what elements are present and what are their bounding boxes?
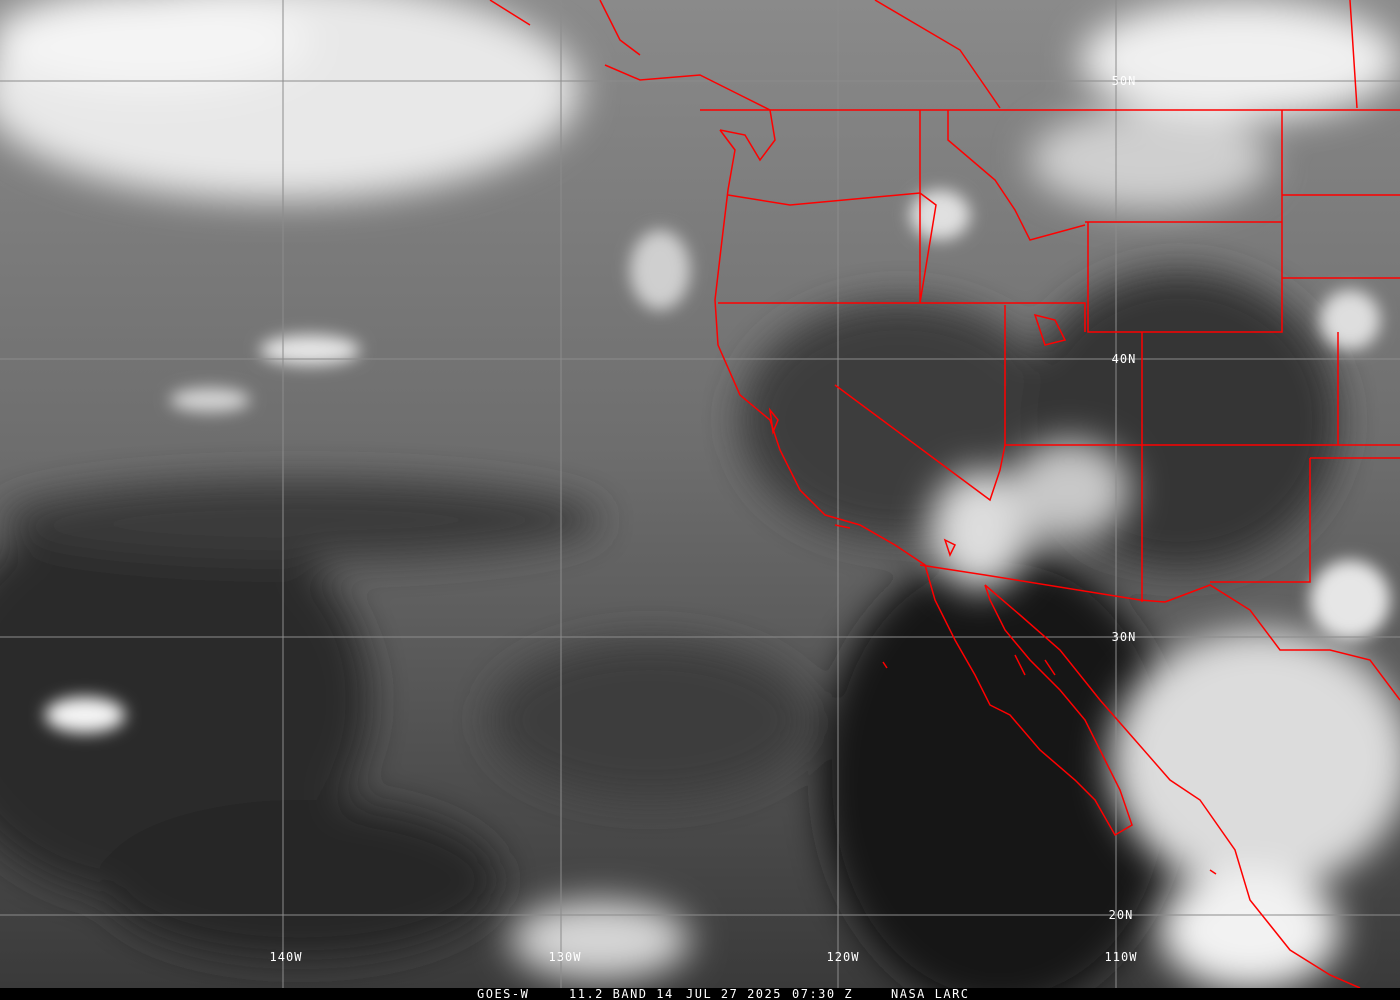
small-clouds [45, 190, 1390, 733]
image-time: 07:30 Z [792, 987, 854, 1000]
political-borders [489, 0, 1400, 988]
west-coast-coastline [714, 129, 1133, 837]
bc-alberta-border [874, 0, 1358, 109]
image-source: NASA LARC [891, 987, 970, 1000]
lat-label-30n: 30N [1111, 630, 1137, 644]
lon-label-140w: 140W [269, 950, 303, 964]
mexico-mainland-coastline [984, 584, 1361, 988]
product-band: 11.2 BAND 14 [569, 987, 674, 1000]
vancouver-island-coast [489, 0, 776, 162]
lat-label-50n: 50N [1111, 74, 1137, 88]
lon-label-110w: 110W [1104, 950, 1138, 964]
image-date: JUL 27 2025 [686, 987, 782, 1000]
lat-label-40n: 40N [1111, 352, 1137, 366]
island-outlines [768, 313, 1217, 875]
satellite-name: GOES-W [477, 987, 530, 1000]
lat-label-20n: 20N [1108, 908, 1134, 922]
mexico-gulf-coastline [1164, 584, 1400, 701]
lon-label-130w: 130W [548, 950, 582, 964]
state-borders [718, 110, 1400, 603]
lon-label-120w: 120W [826, 950, 860, 964]
image-caption-bar: GOES-W 11.2 BAND 14 JUL 27 2025 07:30 Z … [0, 988, 1400, 1000]
